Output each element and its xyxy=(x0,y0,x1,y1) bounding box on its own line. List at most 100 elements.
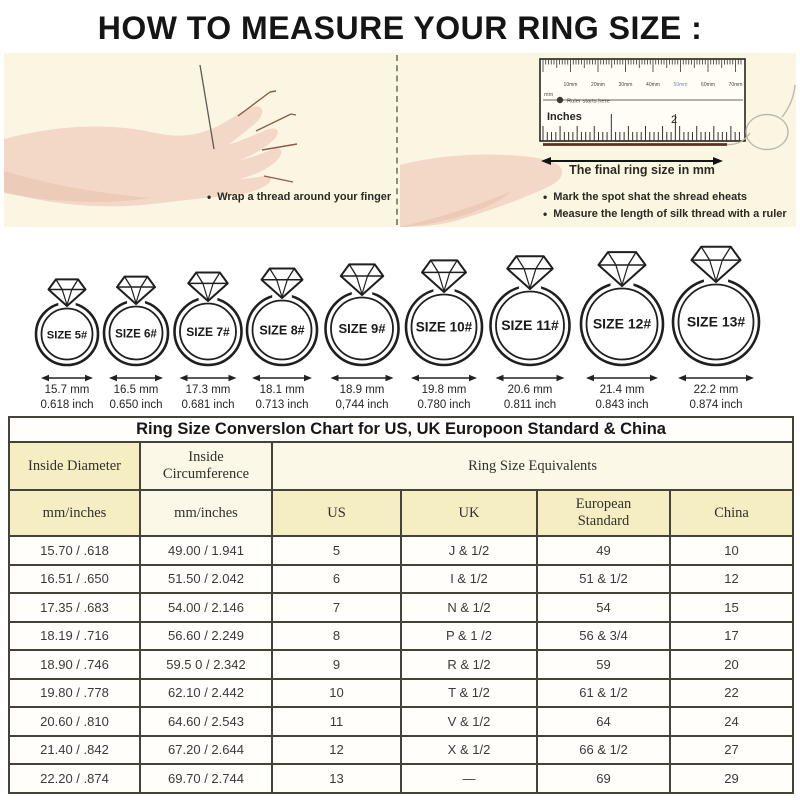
table-cell: 15 xyxy=(668,592,795,623)
table-row: 20.60 / .810 64.60 / 2.543 11 V & 1/2 64 24 xyxy=(8,706,795,737)
ruler-mm-label: 50mm xyxy=(674,82,688,88)
ring-illustration: SIZE 6# 16.5 mm 0.650 inch xyxy=(102,275,170,411)
table-cell: 12 xyxy=(668,563,795,594)
ring-size-label: SIZE 5# xyxy=(47,330,88,342)
table-cell: 56.60 / 2.249 xyxy=(139,620,273,651)
diamond-icon xyxy=(597,251,647,287)
bullet-text: Measure the length of silk thread with a… xyxy=(553,208,787,220)
table-cell: N & 1/2 xyxy=(400,592,538,623)
thread-line xyxy=(199,64,215,150)
ruler-mm-label: 70mm xyxy=(729,82,743,88)
arrow-label: The final ring size in mm xyxy=(569,163,715,177)
diameter-arrow xyxy=(495,374,565,382)
inch-number: 2 xyxy=(671,114,677,126)
table-cell: P & 1 /2 xyxy=(400,620,538,651)
ring-size-label: SIZE 10# xyxy=(416,320,473,335)
table-cell: V & 1/2 xyxy=(400,706,538,737)
diamond-icon xyxy=(421,259,467,293)
table-cell: 29 xyxy=(668,763,795,794)
table-cell: R & 1/2 xyxy=(400,649,538,680)
table-cell: 12 xyxy=(271,734,402,765)
finger-shape xyxy=(400,154,563,227)
subheader-mm-inches-circumference: mm/inches xyxy=(139,489,273,537)
header-inside-diameter: Inside Diameter xyxy=(8,441,141,491)
subheader-us: US xyxy=(271,489,402,537)
ring-diameter-mm: 15.7 mm xyxy=(45,384,90,396)
table-cell: 64 xyxy=(536,706,671,737)
table-cell: 11 xyxy=(271,706,402,737)
bullet-text: Mark the spot shat the shread eheats xyxy=(553,191,747,203)
table-cell: 22 xyxy=(668,677,795,708)
table-row: 19.80 / .778 62.10 / 2.442 10 T & 1/2 61 & 1… xyxy=(8,677,795,708)
ring-diameter-mm: 21.4 mm xyxy=(600,384,645,396)
ring-diameter-mm: 18.1 mm xyxy=(260,384,305,396)
table-cell: 27 xyxy=(668,734,795,765)
diamond-icon xyxy=(339,263,385,296)
bullet-icon: • xyxy=(543,207,548,221)
ring-illustration: SIZE 13# 22.2 mm 0.874 inch xyxy=(671,245,761,411)
subheader-mm-inches-diameter: mm/inches xyxy=(8,489,141,537)
ring-illustration: SIZE 11# 20.6 mm 0.811 inch xyxy=(489,255,571,411)
table-cell: 51.50 / 2.042 xyxy=(139,563,273,594)
subheader-china: China xyxy=(668,489,795,537)
table-cell: 69 xyxy=(536,763,671,794)
table-cell: 18.19 / .716 xyxy=(8,620,141,651)
ruler-mm-label: 20mm xyxy=(591,82,605,88)
ruler-mm-label: 30mm xyxy=(619,82,633,88)
inches-label: Inches xyxy=(547,111,582,123)
ring-diameter-inch: 0.780 inch xyxy=(417,399,470,411)
table-row: 16.51 / .650 51.50 / 2.042 6 I & 1/2 51 & 1/… xyxy=(8,563,795,594)
table-cell: 66 & 1/2 xyxy=(536,734,671,765)
ring-size-label: SIZE 8# xyxy=(259,324,304,338)
ring-diameter-mm: 20.6 mm xyxy=(508,384,553,396)
ring-diameter-mm: 16.5 mm xyxy=(114,384,159,396)
table-row: 17.35 / .683 54.00 / 2.146 7 N & 1/2 54 15 xyxy=(8,592,795,623)
table-cell: 16.51 / .650 xyxy=(8,563,141,594)
table-cell: 51 & 1/2 xyxy=(536,563,671,594)
bullet-icon: • xyxy=(543,190,548,204)
hand-shape xyxy=(4,106,282,207)
table-cell: I & 1/2 xyxy=(400,563,538,594)
table-cell: — xyxy=(400,763,538,794)
ring-diameter-mm: 19.8 mm xyxy=(422,384,467,396)
table-cell: 21.40 / .842 xyxy=(8,734,141,765)
table-row: 21.40 / .842 67.20 / 2.644 12 X & 1/2 66 & 1… xyxy=(8,734,795,765)
ring-illustration: SIZE 7# 17.3 mm 0.681 inch xyxy=(173,271,243,411)
diameter-arrow xyxy=(411,374,477,382)
table-cell: 59.5 0 / 2.342 xyxy=(139,649,273,680)
table-cell: 54.00 / 2.146 xyxy=(139,592,273,623)
diameter-arrow xyxy=(252,374,312,382)
ring-illustration: SIZE 10# 19.8 mm 0.780 inch xyxy=(404,259,484,411)
header-inside-circumference: Inside Circumference xyxy=(139,441,273,491)
table-cell: 9 xyxy=(271,649,402,680)
diameter-arrow xyxy=(678,374,754,382)
header-ring-size-equivalents: Ring Size Equivalents xyxy=(270,441,795,491)
ring-diameter-inch: 0.618 inch xyxy=(40,399,93,411)
table-row: 22.20 / .874 69.70 / 2.744 13—69 29 xyxy=(8,763,795,794)
ring-diameter-inch: 0.713 inch xyxy=(255,399,308,411)
ring-diameter-inch: 0.650 inch xyxy=(109,399,162,411)
table-cell: 24 xyxy=(668,706,795,737)
table-row: 18.19 / .716 56.60 / 2.249 8 P & 1 /2 56 & 3… xyxy=(8,620,795,651)
ring-diameter-mm: 22.2 mm xyxy=(694,384,739,396)
table-cell: 67.20 / 2.644 xyxy=(139,734,273,765)
subheader-uk: UK xyxy=(400,489,538,537)
ring-illustration: SIZE 12# 21.4 mm 0.843 inch xyxy=(579,251,665,411)
table-cell: 49.00 / 1.941 xyxy=(139,535,273,566)
panel-wrap-thread: • Wrap a thread around your finger xyxy=(4,53,396,227)
diameter-arrow xyxy=(109,374,163,382)
table-cell: 54 xyxy=(536,592,671,623)
table-cell: 5 xyxy=(271,535,402,566)
rings-chart: SIZE 5# 15.7 mm 0.618 inch SIZE 6# 16.5 mm 0.… xyxy=(34,245,761,411)
ruler-mm-labels: 10mm 20mm 30mm 40mm 50mm 60mm 70mm xyxy=(564,82,743,88)
hand-illustration xyxy=(4,64,298,207)
ring-size-label: SIZE 13# xyxy=(687,314,746,330)
panel-divider xyxy=(396,55,398,225)
panel-measure-ruler: 10mm 20mm 30mm 40mm 50mm 60mm 70mm mm Ruler st… xyxy=(400,53,796,227)
subheader-european-standard: European Standard xyxy=(536,489,671,537)
thread-tail-2 xyxy=(781,84,796,118)
table-cell: 69.70 / 2.744 xyxy=(139,763,273,794)
diameter-arrow xyxy=(586,374,658,382)
table-cell: 15.70 / .618 xyxy=(8,535,141,566)
